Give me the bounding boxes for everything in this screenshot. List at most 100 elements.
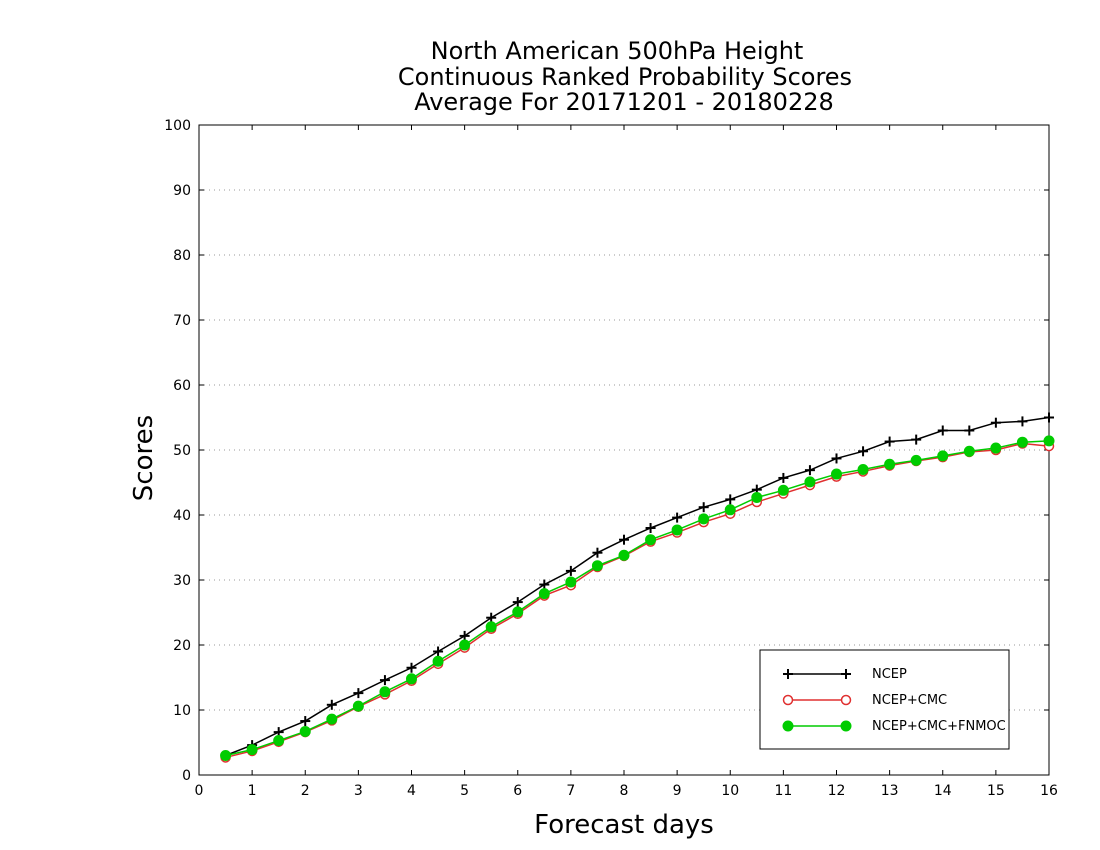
series-2-point-26 xyxy=(910,454,922,466)
series-0-point-7 xyxy=(406,662,417,673)
series-2-point-5 xyxy=(352,700,364,712)
y-tick-label-40: 40 xyxy=(173,508,191,524)
x-tick-label-16: 16 xyxy=(1040,783,1058,799)
x-tick-label-3: 3 xyxy=(354,783,363,799)
series-2 xyxy=(220,435,1055,761)
legend-entries xyxy=(782,669,852,732)
series-2-point-2 xyxy=(273,735,285,747)
series-2-point-9 xyxy=(459,639,471,651)
gridlines xyxy=(199,189,1049,711)
series-0-point-30 xyxy=(1017,416,1028,427)
y-tick-label-0: 0 xyxy=(182,768,191,784)
series-2-point-8 xyxy=(432,655,444,667)
x-axis-label: Forecast days xyxy=(534,810,714,840)
series-2-point-16 xyxy=(645,534,657,546)
legend-marker-left-0 xyxy=(783,669,793,679)
series-2-point-27 xyxy=(937,450,949,462)
series-0-point-3 xyxy=(300,716,311,727)
series-0-point-9 xyxy=(459,630,470,641)
series-0-point-12 xyxy=(539,579,550,590)
x-tick-label-1: 1 xyxy=(248,783,257,799)
chart-title-line-3: Average For 20171201 - 20180228 xyxy=(414,88,834,116)
legend-label-ncep-cmc: NCEP+CMC xyxy=(872,693,947,708)
x-tick-label-2: 2 xyxy=(301,783,310,799)
series-0-point-27 xyxy=(937,425,948,436)
series-0-point-23 xyxy=(831,453,842,464)
series-0-point-5 xyxy=(353,688,364,699)
x-tick-label-13: 13 xyxy=(881,783,899,799)
series-0-point-8 xyxy=(433,646,444,657)
series-2-point-4 xyxy=(326,713,338,725)
x-tick-label-9: 9 xyxy=(673,783,682,799)
series-2-point-3 xyxy=(299,725,311,737)
series-0-point-14 xyxy=(592,547,603,558)
series-2-point-25 xyxy=(884,458,896,470)
x-tick-label-7: 7 xyxy=(566,783,575,799)
x-tick-label-14: 14 xyxy=(934,783,952,799)
series-0-point-13 xyxy=(565,565,576,576)
y-tick-label-50: 50 xyxy=(173,443,191,459)
series-2-point-13 xyxy=(565,576,577,588)
series-0-point-29 xyxy=(990,417,1001,428)
series-2-point-21 xyxy=(777,484,789,496)
series-0-point-22 xyxy=(804,465,815,476)
legend: NCEP NCEP+CMC NCEP+CMC+FNMOC xyxy=(759,649,1010,750)
x-tick-label-12: 12 xyxy=(828,783,846,799)
series-0-point-6 xyxy=(379,675,390,686)
series-2-point-18 xyxy=(698,513,710,525)
series-2-point-10 xyxy=(485,621,497,633)
series-0-point-16 xyxy=(645,523,656,533)
legend-label-ncep-cmc-fnmoc: NCEP+CMC+FNMOC xyxy=(872,719,1006,734)
series-2-point-12 xyxy=(538,588,550,600)
series-0-point-19 xyxy=(725,494,736,505)
chart-title-line-1: North American 500hPa Height xyxy=(431,37,804,65)
series-2-point-23 xyxy=(831,468,842,480)
series-0-point-21 xyxy=(778,472,789,483)
x-tick-label-0: 0 xyxy=(195,783,204,799)
y-tick-label-90: 90 xyxy=(173,183,191,199)
series-0-point-31 xyxy=(1044,412,1054,423)
series-0-point-25 xyxy=(884,436,895,447)
series-2-point-6 xyxy=(379,686,391,698)
series-2-point-20 xyxy=(751,491,763,503)
series-2-point-15 xyxy=(618,549,630,561)
y-tick-label-20: 20 xyxy=(173,638,191,654)
series-0-point-18 xyxy=(698,502,709,513)
x-tick-label-8: 8 xyxy=(620,783,629,799)
series-0-point-28 xyxy=(964,425,975,436)
series-2-point-11 xyxy=(512,606,524,618)
series-0-point-17 xyxy=(672,512,683,523)
legend-marker-right-0 xyxy=(841,669,851,679)
series-2-point-0 xyxy=(220,750,232,761)
series-2-point-28 xyxy=(963,445,975,457)
legend-marker-left-1 xyxy=(782,694,794,706)
x-tick-label-10: 10 xyxy=(721,783,739,799)
series-2-point-30 xyxy=(1016,436,1028,448)
x-tick-label-11: 11 xyxy=(774,783,792,799)
series-0 xyxy=(220,412,1054,761)
y-tick-label-60: 60 xyxy=(173,378,191,394)
series-2-point-22 xyxy=(804,476,816,488)
x-tick-label-6: 6 xyxy=(513,783,522,799)
x-tick-label-4: 4 xyxy=(407,783,416,799)
series-2-point-24 xyxy=(857,464,869,475)
series-0-point-4 xyxy=(326,699,337,710)
x-tick-label-15: 15 xyxy=(987,783,1005,799)
legend-marker-left-2 xyxy=(782,720,794,732)
series-2-point-1 xyxy=(246,744,258,756)
series-0-point-15 xyxy=(619,534,629,545)
series-2-point-14 xyxy=(591,560,603,572)
chart-title-line-2: Continuous Ranked Probability Scores xyxy=(398,63,852,91)
series-0-point-26 xyxy=(911,434,922,445)
series-2-point-17 xyxy=(671,524,683,536)
x-tick-label-5: 5 xyxy=(460,783,469,799)
series-0-point-24 xyxy=(858,446,869,457)
series-2-point-7 xyxy=(406,673,417,685)
series-2-point-19 xyxy=(724,504,736,516)
series-0-point-10 xyxy=(486,612,497,623)
series-2-point-31 xyxy=(1043,435,1055,447)
y-tick-label-30: 30 xyxy=(173,573,191,589)
series-0-point-11 xyxy=(512,597,523,608)
